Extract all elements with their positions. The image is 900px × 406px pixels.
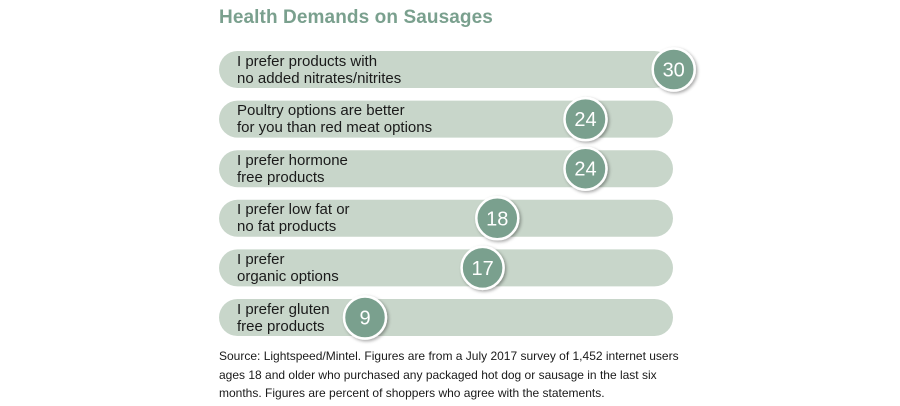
value-badge-circle (563, 146, 608, 191)
value-badge: 17 (460, 245, 505, 291)
bar (219, 51, 673, 88)
category-label: I prefer organic options (237, 251, 577, 285)
category-label: I prefer gluten free products (237, 301, 577, 335)
value-badge: 18 (475, 196, 520, 241)
value-label: 30 (663, 60, 685, 82)
value-badge-circle (460, 245, 505, 291)
category-label: I prefer hormone free products (237, 152, 577, 186)
value-badge-circle (563, 96, 608, 142)
category-label: Poultry options are better for you than r… (237, 102, 577, 136)
value-badge: 9 (342, 295, 388, 340)
value-badge: 24 (563, 96, 608, 142)
category-label-line: no added nitrates/nitrites (237, 69, 402, 87)
value-badge: 30 (651, 47, 696, 92)
value-badge-circle (475, 196, 520, 241)
category-label-line: no fat products (237, 218, 337, 236)
bar (219, 299, 673, 336)
value-badge: 24 (563, 146, 608, 191)
category-label-line: free products (237, 168, 325, 186)
value-label: 24 (574, 109, 596, 131)
category-label-line: I prefer products with (237, 52, 378, 70)
category-label-line: I prefer hormone (237, 151, 348, 169)
value-badge-circle (342, 295, 388, 340)
value-label: 9 (359, 308, 370, 330)
bar (219, 249, 673, 287)
bar (219, 150, 673, 188)
chart-title: Health Demands on Sausages (219, 7, 493, 28)
value-label: 18 (486, 208, 508, 230)
value-badge-group: 30 24 24 18 17 9 (342, 47, 696, 340)
bar (219, 100, 673, 138)
value-label: 24 (574, 159, 596, 181)
source-note: Source: Lightspeed/Mintel. Figures are f… (219, 349, 679, 400)
category-label-line: I prefer low fat or (237, 201, 350, 219)
category-label-line: I prefer (237, 250, 285, 268)
bar (219, 199, 673, 237)
category-label-line: I prefer gluten (237, 300, 330, 318)
category-label-line: free products (237, 317, 325, 335)
category-label-line: organic options (237, 267, 339, 285)
category-label: I prefer products with no added nitrates/… (237, 53, 577, 87)
value-badge-circle (651, 47, 696, 92)
category-label-line: for you than red meat options (237, 119, 433, 137)
category-label-line: Poultry options are better (237, 102, 405, 120)
bar-group (219, 51, 673, 336)
category-label: I prefer low fat or no fat products (237, 201, 577, 235)
value-label: 17 (471, 258, 493, 280)
